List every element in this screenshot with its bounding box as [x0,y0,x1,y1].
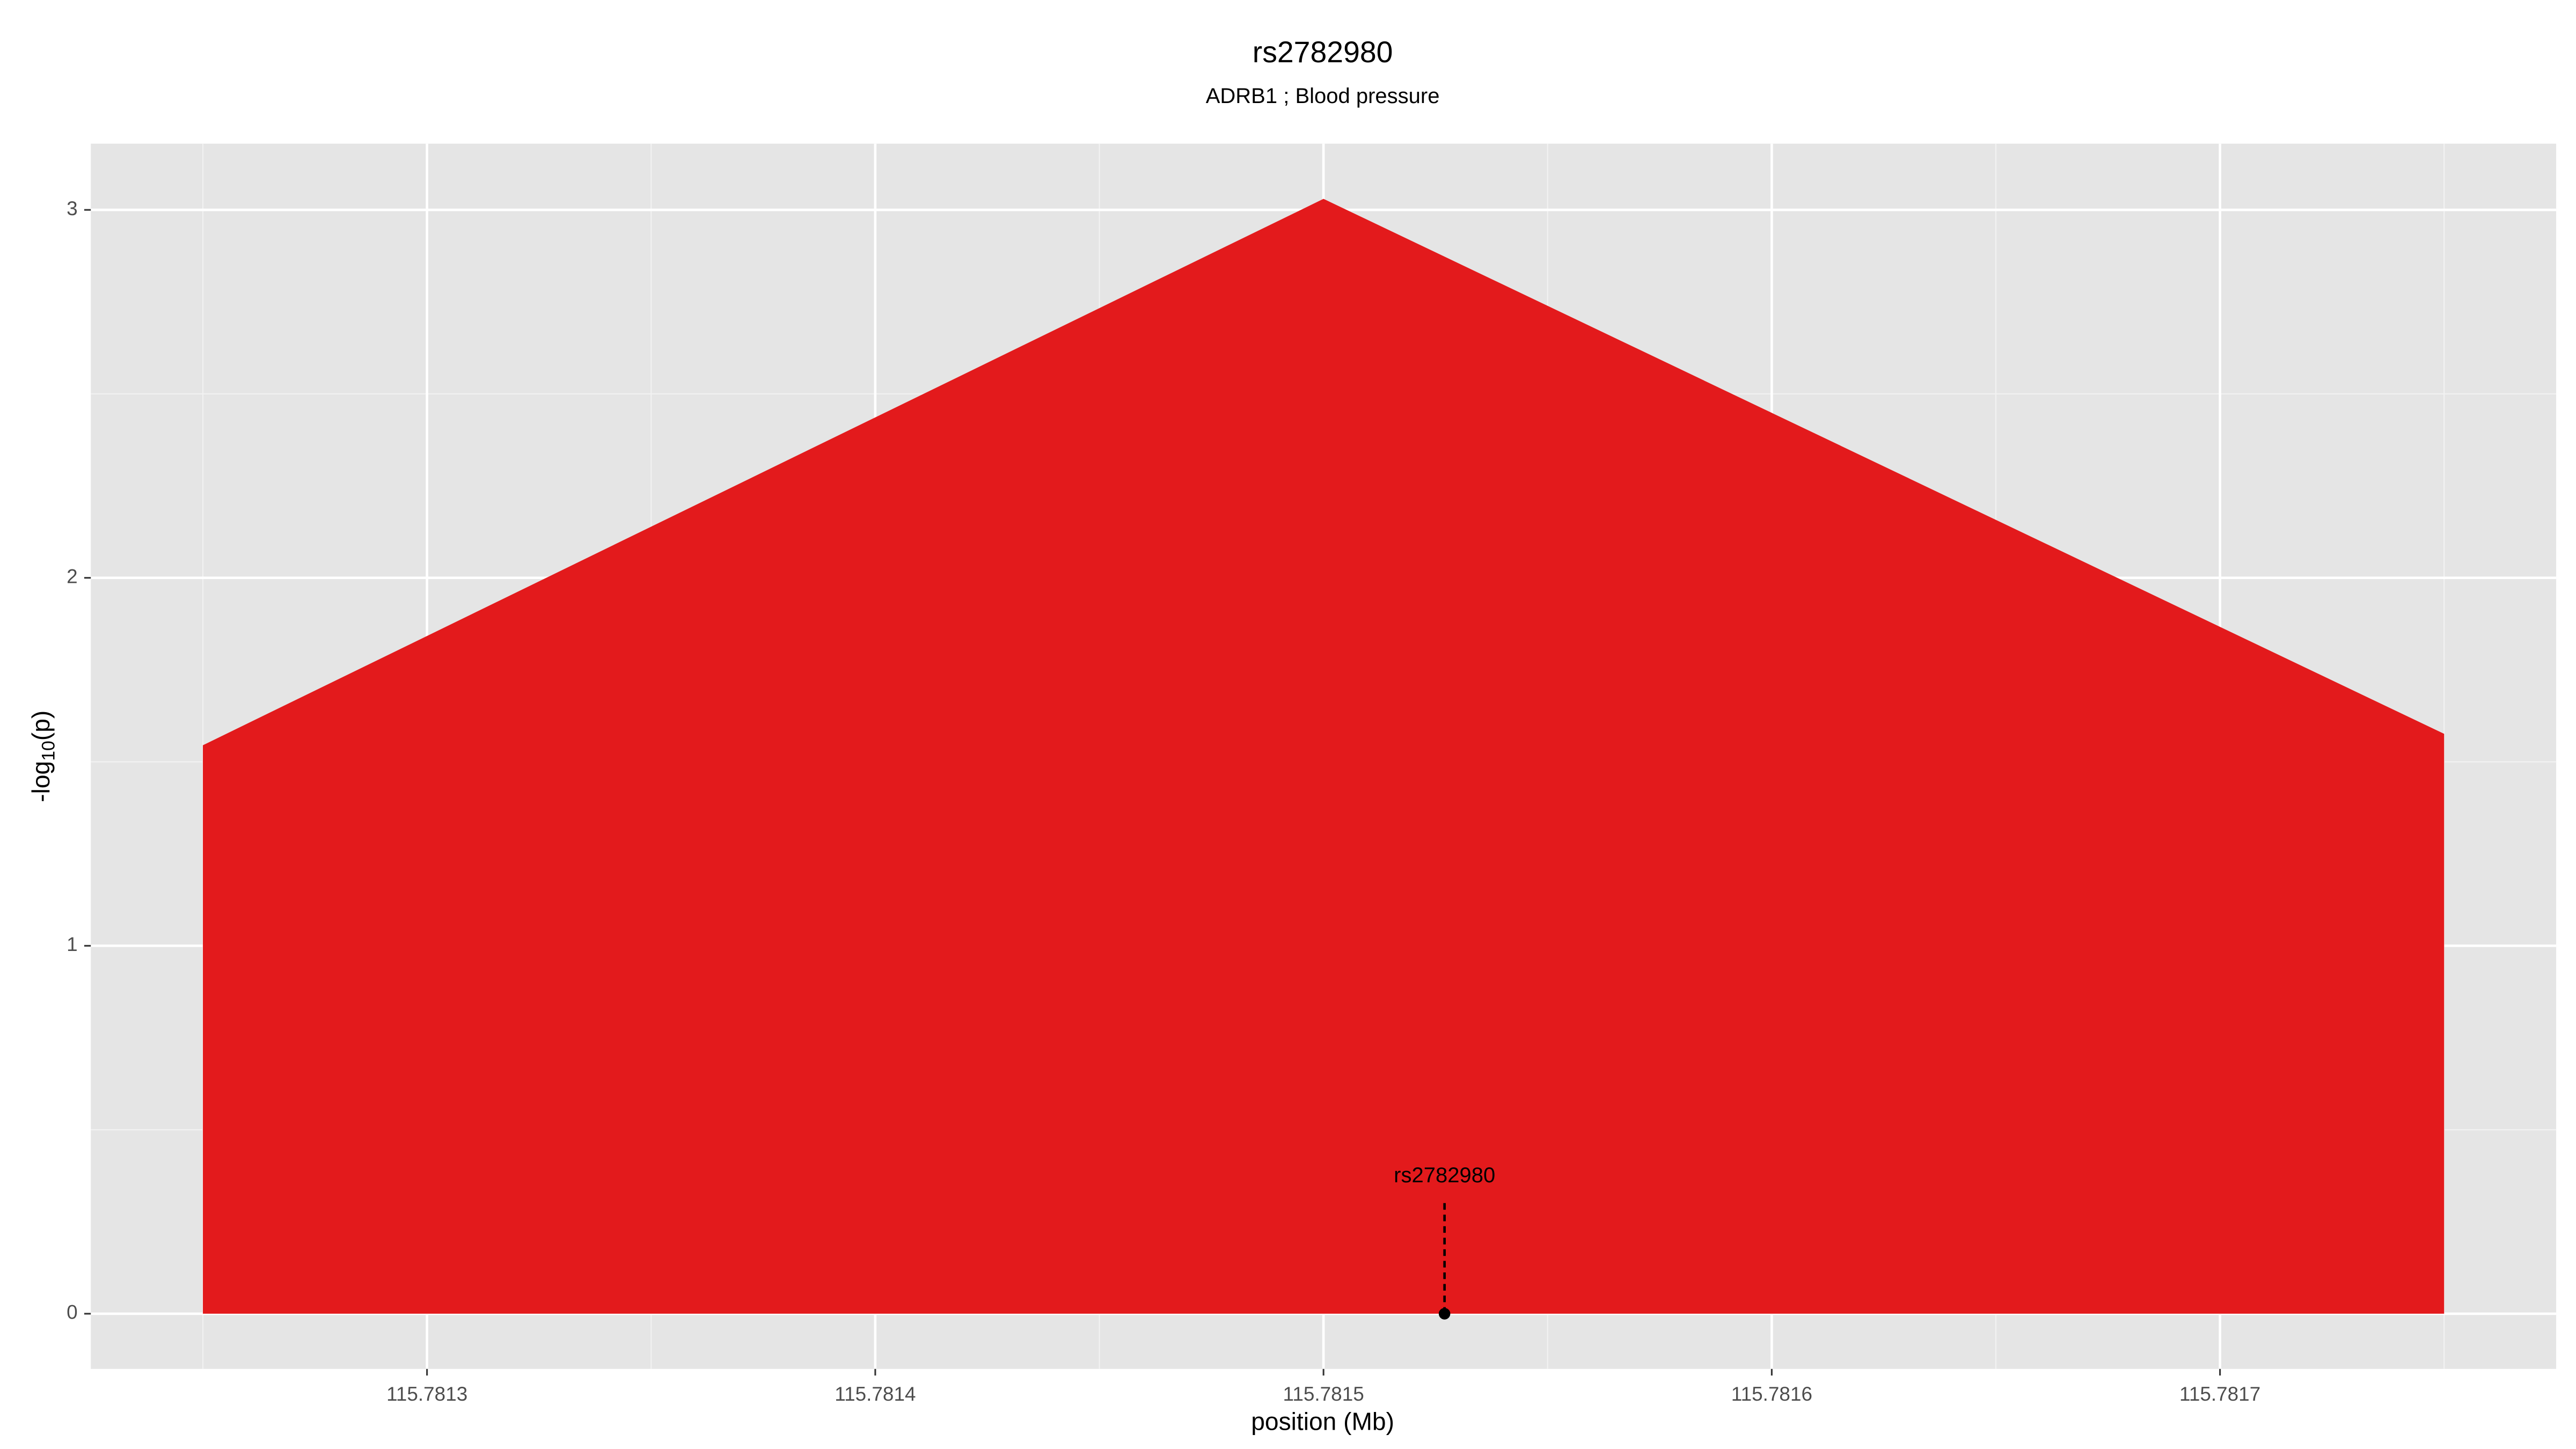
marks: rs2782980 [203,199,2445,1320]
annotation-point [1438,1308,1451,1320]
y-axis-label: -log10(p) [27,711,58,802]
annotation-label: rs2782980 [1394,1163,1495,1187]
x-tick-label: 115.7813 [386,1383,467,1405]
x-tick-label: 115.7814 [835,1383,916,1405]
x-tick-label: 115.7817 [2179,1383,2260,1405]
y-label-sub: 10 [38,741,58,761]
y-label-part: -log [27,761,55,802]
y-label-part: (p) [27,711,55,741]
y-tick-label: 2 [67,565,78,587]
y-tick-label: 1 [67,933,78,955]
y-tick-label: 3 [67,197,78,219]
chart-subtitle: ADRB1 ; Blood pressure [1206,84,1440,108]
area [203,199,2445,1314]
chart-title: rs2782980 [1253,35,1393,69]
x-tick-label: 115.7816 [1731,1383,1812,1405]
y-tick-label: 0 [67,1301,78,1323]
x-tick-label: 115.7815 [1283,1383,1364,1405]
x-axis-label: position (Mb) [1251,1407,1394,1435]
